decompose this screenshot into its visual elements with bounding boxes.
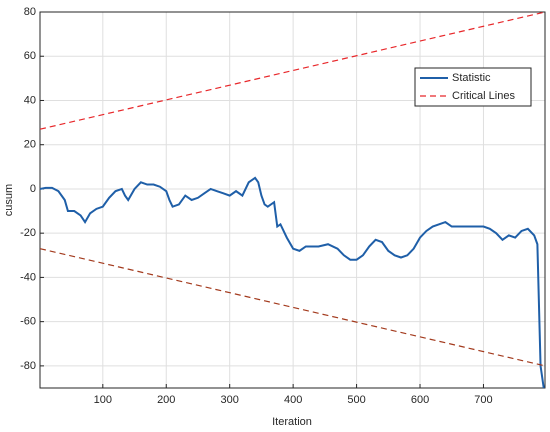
data-line: [39, 176, 545, 389]
legend-label: Critical Lines: [452, 90, 515, 102]
y-tick-label: 0: [30, 183, 36, 195]
plot-frame: [39, 11, 546, 389]
legend-label: Statistic: [452, 72, 491, 84]
y-tick-label: 20: [24, 139, 36, 151]
y-tick-label: 40: [24, 94, 36, 106]
x-tick-label: 700: [474, 394, 492, 406]
x-tick-label: 200: [157, 394, 175, 406]
y-tick-label: 60: [24, 50, 36, 62]
x-tick-label: 500: [347, 394, 365, 406]
x-tick-label: 100: [94, 394, 112, 406]
y-tick-label: 80: [24, 6, 36, 18]
y-tick-label: -60: [20, 316, 36, 328]
data-line: [39, 248, 546, 367]
x-tick-label: 400: [284, 394, 302, 406]
legend-box: [414, 67, 532, 107]
x-axis-label: Iteration: [272, 416, 312, 428]
data-line: [39, 11, 546, 130]
x-tick-label: 600: [411, 394, 429, 406]
y-tick-label: -20: [20, 227, 36, 239]
x-tick-label: 300: [221, 394, 239, 406]
y-axis-label: cusum: [3, 184, 15, 216]
y-tick-label: -40: [20, 271, 36, 283]
y-tick-label: -80: [20, 360, 36, 372]
